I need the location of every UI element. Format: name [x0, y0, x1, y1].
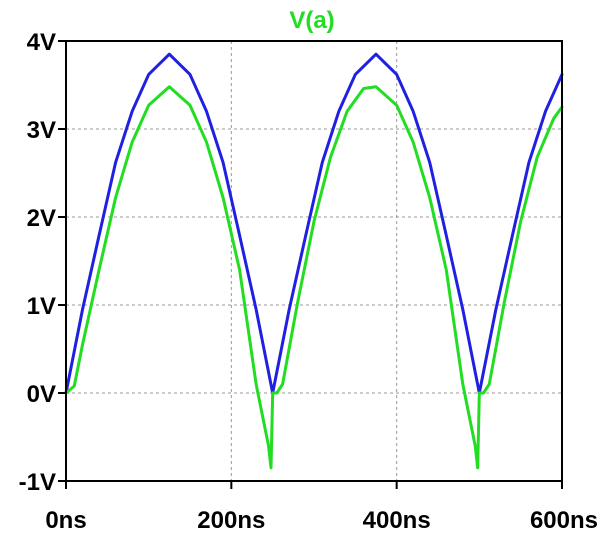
plot-frame	[65, 40, 563, 482]
series-line-green	[64, 85, 564, 470]
x-tick-label: 200ns	[197, 507, 265, 534]
ticks: -1V 0V 1V 2V 3V 4V 0ns 200ns 400ns 600ns	[19, 29, 598, 534]
y-tick-label: 1V	[27, 293, 56, 320]
x-tick-label: 400ns	[363, 507, 431, 534]
x-tick-label: 600ns	[530, 507, 598, 534]
y-tick-label: -1V	[19, 469, 56, 496]
chart-title: V(a)	[289, 7, 334, 34]
y-tick-label: 0V	[27, 381, 56, 408]
series-line-blue	[64, 52, 564, 395]
series-layer	[64, 52, 564, 470]
x-tick-label: 0ns	[45, 507, 86, 534]
grid	[66, 41, 562, 481]
y-tick-label: 4V	[27, 29, 56, 56]
y-tick-label: 2V	[27, 205, 56, 232]
y-tick-label: 3V	[27, 117, 56, 144]
